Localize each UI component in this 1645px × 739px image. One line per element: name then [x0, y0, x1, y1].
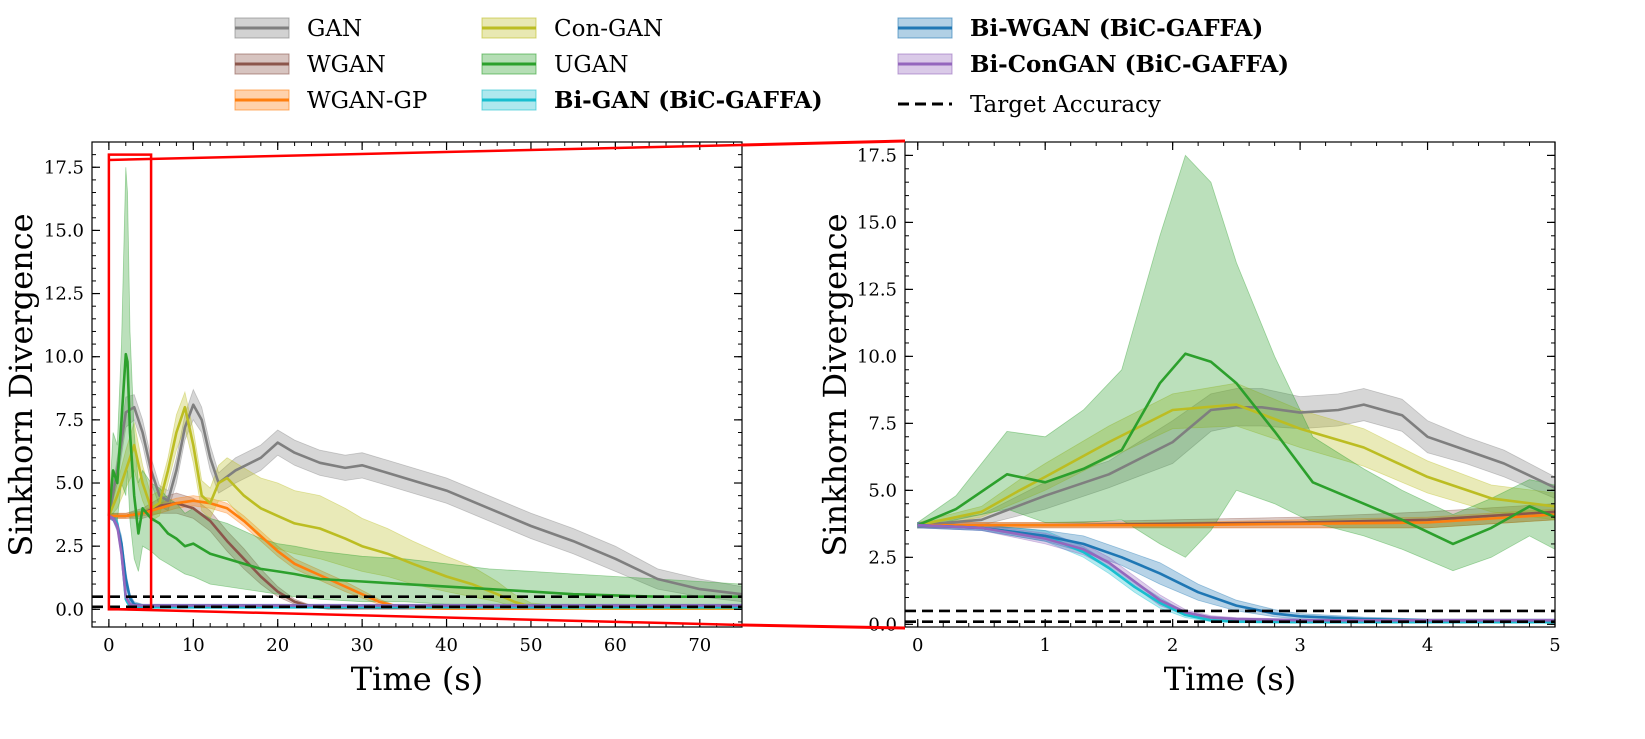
- line-con-gan: [917, 403, 1555, 527]
- x-tick-label: 30: [351, 635, 374, 656]
- x-axis-label: Time (s): [351, 660, 483, 698]
- zoom-plot: 0 1 2 3 4 5 0.0 2.5 5.0 7.5 10.0 12.5 15.0 17.5 Time (…: [816, 141, 1561, 698]
- axes-frame: [91, 141, 743, 628]
- y-axis-label: Sinkhorn Divergence: [816, 213, 854, 556]
- legend-item-bi-gan-bic-gaffa: Bi-GAN (BiC-GAFFA): [481, 87, 823, 114]
- y-tick-label: 12.5: [857, 279, 897, 300]
- legend-item-gan: GAN: [234, 16, 362, 42]
- legend-item-con-gan: Con-GAN: [481, 16, 663, 42]
- line-wgan-gp: [917, 513, 1555, 527]
- zoom-indicator: [107, 139, 906, 630]
- axes-frame: [904, 141, 1556, 628]
- legend-label: UGAN: [554, 52, 629, 78]
- legend-item-wgan-gp: WGAN-GP: [234, 88, 427, 114]
- y-tick-label: 0.0: [868, 614, 897, 635]
- y-tick-label: 7.5: [55, 410, 84, 431]
- x-tick-label: 1: [1039, 635, 1050, 656]
- x-tick-label: 60: [604, 635, 627, 656]
- y-tick-label: 17.5: [857, 145, 897, 166]
- line-ugan: [107, 352, 742, 599]
- band-ugan: [917, 154, 1555, 572]
- legend-label: Bi-GAN (BiC-GAFFA): [554, 87, 823, 114]
- y-tick-label: 5.0: [868, 480, 897, 501]
- legend-item-wgan: WGAN: [234, 52, 386, 78]
- legend-label: Bi-ConGAN (BiC-GAFFA): [970, 51, 1289, 78]
- y-tick-label: 10.0: [857, 346, 897, 367]
- line-bi-wgan-bic-gaffa: [917, 523, 1555, 622]
- x-tick-label: 50: [520, 635, 543, 656]
- x-tick-label: 2: [1167, 635, 1178, 656]
- band-gan: [108, 388, 742, 603]
- x-tick-label: 0: [912, 635, 923, 656]
- band-ugan: [108, 167, 742, 608]
- x-axis-label: Time (s): [1164, 660, 1296, 698]
- x-tick-label: 0: [103, 635, 114, 656]
- line-ugan: [917, 352, 1555, 546]
- y-tick-label: 2.5: [55, 536, 84, 557]
- zoom-connector-top: [741, 139, 906, 147]
- band-wgan: [108, 492, 742, 610]
- x-tick-label: 70: [688, 635, 711, 656]
- legend-item-target-accuracy: Target Accuracy: [898, 92, 1161, 118]
- band-con-gan: [917, 382, 1555, 529]
- y-tick-label: 15.0: [44, 220, 84, 241]
- plot-area: [92, 167, 742, 610]
- x-tick-label: 4: [1422, 635, 1433, 656]
- x-tick-label: 10: [182, 635, 205, 656]
- legend-label: GAN: [307, 16, 362, 42]
- zoom-connector-top-inner: [107, 143, 743, 162]
- y-tick-label: 17.5: [44, 157, 84, 178]
- band-gan: [917, 388, 1555, 529]
- legend-label: WGAN-GP: [307, 88, 427, 114]
- x-tick-label: 3: [1294, 635, 1305, 656]
- legend-item-bi-wgan-bic-gaffa: Bi-WGAN (BiC-GAFFA): [897, 15, 1263, 42]
- ticks: 0 10 20 30 40 50 60 70 0.0 2.5 5.0 7.5 10.0 12.5 15.0 1…: [44, 141, 742, 656]
- legend-label: Con-GAN: [554, 16, 663, 42]
- y-axis-label: Sinkhorn Divergence: [2, 213, 40, 556]
- y-tick-label: 5.0: [55, 473, 84, 494]
- legend-label: Bi-WGAN (BiC-GAFFA): [970, 15, 1263, 42]
- x-tick-label: 5: [1549, 635, 1560, 656]
- y-tick-label: 10.0: [44, 347, 84, 368]
- legend-label: WGAN: [307, 52, 386, 78]
- x-tick-label: 40: [435, 635, 458, 656]
- band-con-gan: [108, 390, 742, 610]
- main-plot: 0 10 20 30 40 50 60 70 0.0 2.5 5.0 7.5 10.0 12.5 15.0 1…: [2, 141, 743, 698]
- line-con-gan: [107, 405, 742, 610]
- legend-item-ugan: UGAN: [481, 52, 629, 78]
- y-tick-label: 12.5: [44, 284, 84, 305]
- band-wgan-gp: [108, 495, 742, 610]
- zoom-connector-bottom: [741, 623, 906, 630]
- legend-label: Target Accuracy: [970, 92, 1161, 118]
- plot-area: [905, 154, 1555, 624]
- zoom-connector-bottom-inner: [107, 607, 743, 627]
- ticks: 0 1 2 3 4 5 0.0 2.5 5.0 7.5 10.0 12.5 15.0 17.5: [857, 141, 1561, 656]
- y-tick-label: 7.5: [868, 413, 897, 434]
- line-gan: [917, 403, 1555, 527]
- y-tick-label: 15.0: [857, 212, 897, 233]
- legend-item-bi-congan-bic-gaffa: Bi-ConGAN (BiC-GAFFA): [897, 51, 1289, 78]
- y-tick-label: 2.5: [868, 547, 897, 568]
- x-tick-label: 20: [266, 635, 289, 656]
- y-tick-label: 0.0: [55, 599, 84, 620]
- legend: GAN WGAN WGAN-GP Con-GAN UGAN Bi-GAN (BiC-GAF…: [234, 15, 1289, 118]
